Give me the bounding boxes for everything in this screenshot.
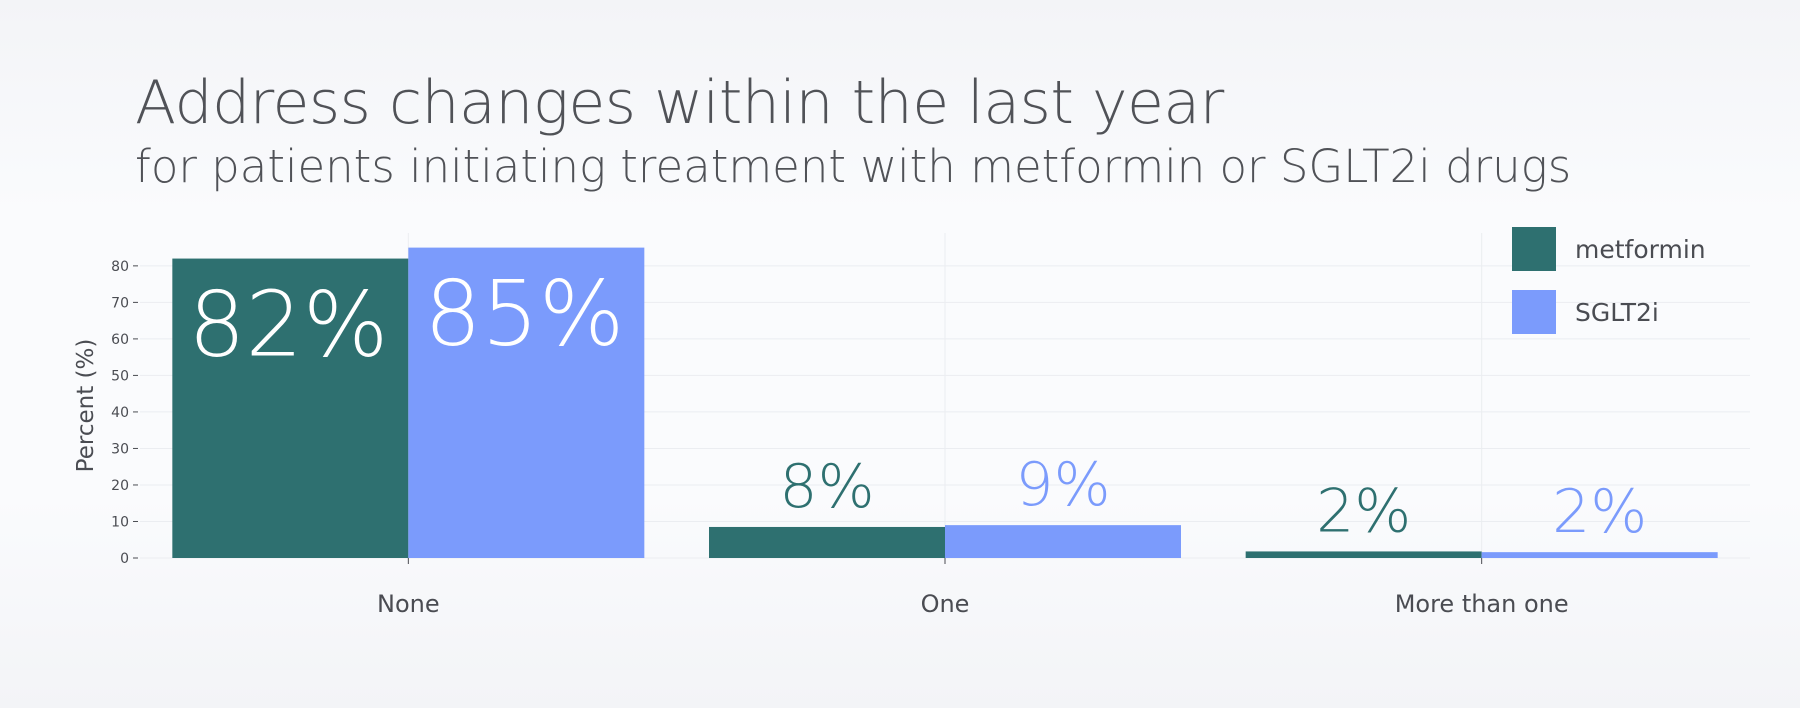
y-tick-label: 70	[111, 295, 129, 311]
y-tick-label: 30	[111, 441, 129, 457]
x-tick-label: None	[377, 590, 440, 618]
legend-label-metformin: metformin	[1575, 235, 1706, 264]
bar-metformin-2	[1245, 551, 1482, 558]
chart-subtitle: for patients initiating treatment with m…	[135, 140, 1572, 193]
data-label-metformin-0: 82%	[188, 273, 388, 378]
bar-metformin-1	[709, 526, 945, 558]
data-label-sglt2i-0: 85%	[424, 262, 624, 367]
legend-swatch-sglt2i	[1512, 290, 1556, 334]
bar-metformin-0	[172, 258, 409, 558]
legend-swatch-metformin	[1512, 227, 1556, 271]
chart-title: Address changes within the last year	[135, 68, 1224, 138]
legend-label-sglt2i: SGLT2i	[1575, 298, 1659, 327]
x-tick-label: One	[921, 590, 970, 618]
bar-sglt2i-2	[1481, 552, 1718, 558]
y-axis: 0 10 20 30 40 50 60 70 80 Percent (%)	[73, 259, 138, 567]
bars	[172, 247, 1718, 558]
y-tick-label: 10	[111, 514, 129, 530]
bar-sglt2i-0	[408, 247, 645, 558]
bar-sglt2i-1	[945, 525, 1181, 558]
x-tick-label: More than one	[1395, 590, 1569, 618]
legend: metformin SGLT2i	[1512, 227, 1706, 334]
y-axis-title: Percent (%)	[73, 339, 99, 473]
y-tick-label: 80	[111, 259, 129, 275]
data-label-metformin-2: 2%	[1316, 476, 1411, 546]
data-labels: 82% 85% 8% 9% 2% 2%	[188, 262, 1647, 548]
x-axis: None One More than one	[377, 558, 1569, 618]
data-label-metformin-1: 8%	[779, 452, 874, 522]
data-label-sglt2i-2: 2%	[1552, 477, 1647, 547]
y-tick-label: 0	[120, 551, 129, 567]
y-tick-label: 20	[111, 478, 129, 494]
data-label-sglt2i-1: 9%	[1015, 450, 1110, 520]
y-tick-label: 50	[111, 368, 129, 384]
y-tick-label: 40	[111, 405, 129, 421]
y-tick-label: 60	[111, 332, 129, 348]
